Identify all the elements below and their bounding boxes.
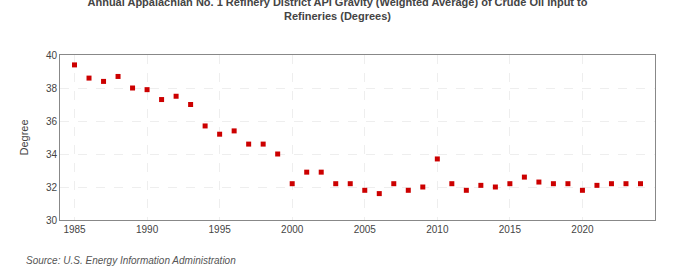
svg-text:1985: 1985 <box>63 224 86 235</box>
svg-text:38: 38 <box>46 83 58 94</box>
svg-text:1990: 1990 <box>136 224 159 235</box>
svg-text:2015: 2015 <box>499 224 522 235</box>
svg-text:34: 34 <box>46 149 58 160</box>
svg-text:2005: 2005 <box>354 224 377 235</box>
svg-text:2000: 2000 <box>281 224 304 235</box>
svg-text:2010: 2010 <box>426 224 449 235</box>
svg-text:Degree: Degree <box>18 119 30 155</box>
svg-text:32: 32 <box>46 182 58 193</box>
svg-text:Annual Appalachian No. 1 Refin: Annual Appalachian No. 1 Refinery Distri… <box>88 0 588 22</box>
svg-text:Source: U.S. Energy Informatio: Source: U.S. Energy Information Administ… <box>26 255 236 266</box>
svg-text:36: 36 <box>46 116 58 127</box>
svg-text:30: 30 <box>46 215 58 226</box>
svg-text:2020: 2020 <box>571 224 594 235</box>
svg-text:40: 40 <box>46 50 58 61</box>
svg-text:1995: 1995 <box>209 224 232 235</box>
